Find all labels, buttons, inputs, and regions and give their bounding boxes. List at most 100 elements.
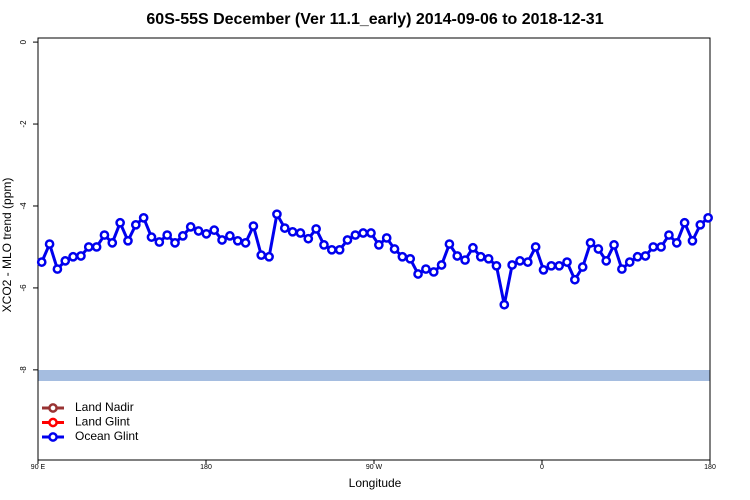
data-point bbox=[374, 240, 384, 250]
data-point bbox=[601, 256, 612, 266]
chart-title: 60S-55S December (Ver 11.1_early) 2014-0… bbox=[146, 11, 603, 28]
data-point bbox=[577, 262, 588, 272]
data-point bbox=[452, 251, 463, 261]
data-point bbox=[154, 237, 165, 247]
data-point bbox=[546, 260, 557, 271]
data-point bbox=[162, 230, 173, 240]
data-point bbox=[83, 242, 94, 252]
data-point bbox=[185, 222, 196, 232]
data-point bbox=[76, 251, 86, 261]
legend-marker bbox=[48, 432, 58, 442]
data-point bbox=[279, 223, 290, 233]
data-point bbox=[695, 219, 706, 230]
data-point bbox=[703, 213, 713, 223]
y-tick-label: 0 bbox=[19, 39, 28, 44]
data-point bbox=[334, 244, 345, 255]
data-point bbox=[664, 230, 674, 240]
data-point bbox=[648, 242, 659, 252]
data-point bbox=[68, 251, 78, 262]
data-point bbox=[225, 231, 235, 241]
data-point bbox=[436, 260, 447, 270]
x-tick-label: 90 W bbox=[366, 464, 383, 471]
data-point bbox=[209, 225, 220, 236]
data-point bbox=[397, 251, 408, 262]
data-point bbox=[624, 257, 635, 267]
data-point bbox=[538, 265, 549, 275]
y-tick-label: -8 bbox=[19, 366, 28, 374]
data-point bbox=[475, 251, 486, 262]
data-point bbox=[193, 226, 204, 236]
data-point bbox=[248, 221, 259, 231]
x-axis-label: Longitude bbox=[349, 476, 402, 490]
data-point bbox=[405, 253, 416, 264]
data-point bbox=[428, 267, 439, 277]
data-point bbox=[530, 242, 541, 252]
data-point bbox=[326, 244, 337, 255]
plot-frame bbox=[37, 37, 711, 461]
data-point bbox=[44, 239, 55, 249]
data-point bbox=[170, 238, 180, 248]
data-point bbox=[358, 228, 369, 238]
data-point bbox=[178, 231, 188, 241]
data-point bbox=[507, 260, 517, 270]
data-point bbox=[483, 253, 494, 264]
legend-marker bbox=[48, 403, 58, 413]
data-point bbox=[468, 242, 478, 253]
data-point bbox=[240, 238, 251, 248]
data-point bbox=[107, 238, 118, 248]
y-axis-label: XCO2 - MLO trend (ppm) bbox=[0, 178, 14, 313]
y-tick-label: -4 bbox=[19, 202, 28, 210]
data-point bbox=[366, 228, 376, 238]
data-point bbox=[617, 264, 627, 274]
data-point bbox=[554, 260, 565, 271]
data-point bbox=[287, 226, 298, 237]
data-point bbox=[585, 238, 596, 248]
data-point bbox=[491, 260, 502, 271]
data-point bbox=[444, 239, 455, 249]
data-point bbox=[264, 251, 274, 262]
x-tick-label: 180 bbox=[704, 464, 716, 471]
data-point bbox=[303, 233, 314, 244]
data-point bbox=[60, 256, 71, 266]
legend-label: Land Nadir bbox=[75, 400, 134, 414]
data-point bbox=[522, 257, 533, 267]
data-point bbox=[656, 242, 666, 252]
data-point bbox=[640, 251, 651, 261]
data-point bbox=[201, 228, 212, 239]
legend-label: Land Glint bbox=[75, 415, 130, 429]
x-tick-label: 180 bbox=[200, 464, 212, 471]
data-point bbox=[570, 274, 580, 285]
data-point bbox=[256, 250, 267, 260]
data-point bbox=[138, 213, 149, 223]
data-point bbox=[99, 230, 110, 240]
data-point bbox=[115, 217, 125, 228]
legend-marker bbox=[48, 417, 58, 428]
data-point bbox=[350, 230, 361, 240]
data-point bbox=[342, 235, 353, 245]
coverage-band bbox=[38, 370, 710, 381]
data-point bbox=[562, 257, 572, 267]
y-tick-label: -2 bbox=[19, 120, 28, 128]
data-point bbox=[460, 255, 470, 265]
data-point bbox=[232, 235, 243, 246]
data-point bbox=[632, 251, 643, 262]
data-point bbox=[91, 242, 102, 252]
data-point bbox=[687, 235, 698, 246]
data-point bbox=[593, 244, 604, 254]
data-point bbox=[515, 256, 525, 266]
data-point bbox=[389, 244, 400, 254]
data-point bbox=[421, 264, 431, 274]
data-point bbox=[671, 238, 682, 248]
data-point bbox=[217, 235, 227, 245]
data-point bbox=[311, 224, 321, 234]
data-point bbox=[272, 209, 282, 220]
y-tick-label: -6 bbox=[19, 284, 28, 292]
x-tick-label: 90 E bbox=[31, 464, 46, 471]
legend-label: Ocean Glint bbox=[75, 429, 139, 443]
data-point bbox=[413, 269, 423, 279]
x-tick-label: 0 bbox=[540, 464, 544, 471]
data-point bbox=[295, 228, 306, 238]
data-point bbox=[609, 240, 619, 250]
data-point bbox=[381, 233, 392, 243]
